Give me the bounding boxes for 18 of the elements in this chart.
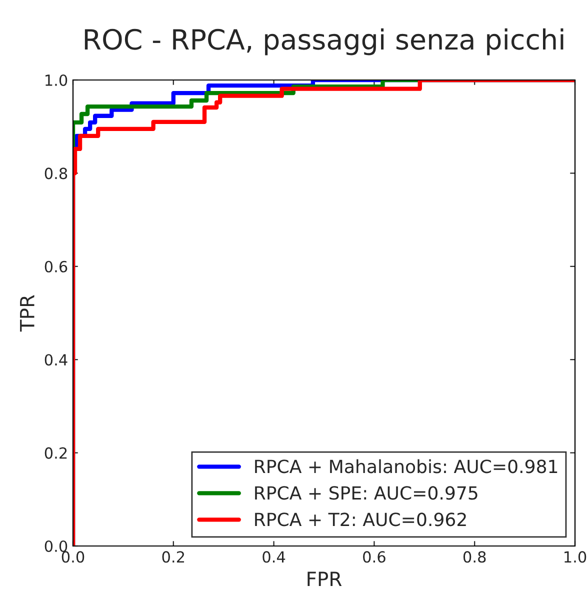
- y-tick-label: 1.0: [46, 74, 68, 86]
- chart-title: ROC - RPCA, passaggi senza picchi: [84, 28, 564, 56]
- legend-label: RPCA + Mahalanobis: AUC=0.981: [255, 459, 558, 474]
- y-tick-label: 0.2: [44, 447, 67, 459]
- legend-label: RPCA + SPE: AUC=0.975: [255, 486, 478, 500]
- x-tick-label: 0.4: [262, 551, 286, 563]
- y-tick-label: 0.6: [44, 260, 68, 272]
- y-axis-title: TPR: [20, 295, 34, 332]
- legend-label: RPCA + T2: AUC=0.962: [255, 512, 466, 526]
- x-tick-label: 0.8: [463, 551, 486, 563]
- x-tick-label: 0.0: [62, 551, 84, 563]
- x-tick-label: 0.2: [162, 551, 184, 563]
- x-tick-label: 0.6: [363, 551, 386, 563]
- y-tick-label: 0.0: [44, 540, 68, 552]
- y-tick-label: 0.4: [44, 354, 68, 366]
- x-axis-title: FPR: [308, 572, 342, 586]
- x-tick-label: 1.0: [564, 551, 586, 563]
- y-tick-label: 0.8: [44, 168, 68, 180]
